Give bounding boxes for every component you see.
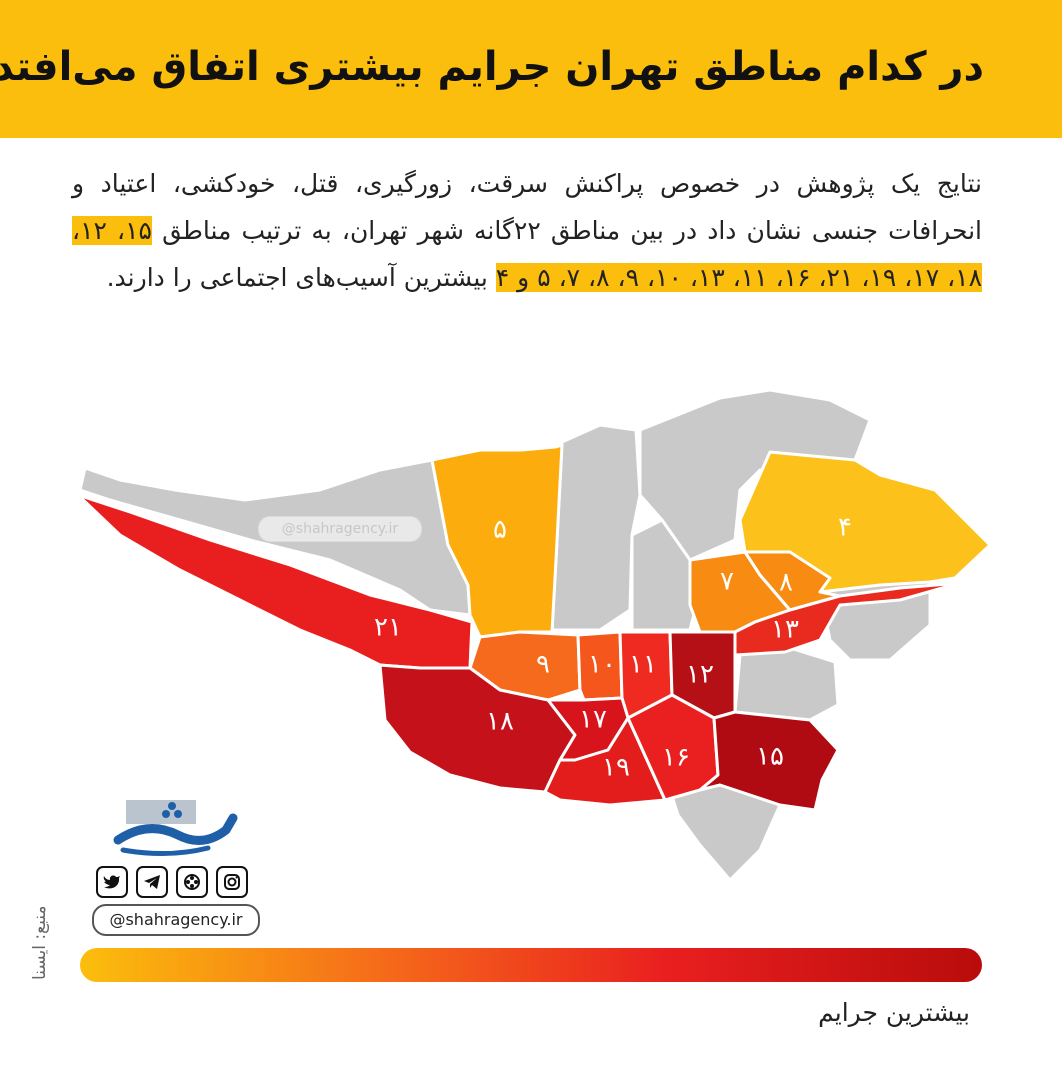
region-5 (430, 443, 564, 639)
label-7: ۷ (720, 567, 734, 597)
aparat-icon[interactable] (176, 866, 208, 898)
intro-text-start: نتایج یک پژوهش در خصوص پراکنش سرقت، زورگ… (72, 169, 983, 245)
label-8: ۸ (779, 568, 793, 598)
label-16: ۱۶ (662, 743, 690, 773)
title-banner: در کدام مناطق تهران جرایم بیشتری اتفاق م… (0, 0, 1062, 138)
shahr-logo-icon (113, 800, 238, 857)
twitter-icon[interactable] (96, 866, 128, 898)
label-5: ۵ (493, 515, 507, 545)
legend-gradient-bar (80, 948, 982, 982)
region-gray-n1 (550, 423, 642, 632)
label-15: ۱۵ (756, 742, 784, 772)
region-labels: ۲۱ ۵ ۴ ۷ ۸ ۱۳ ۹ ۱۰ ۱۱ ۱۲ ۱۸ ۱۷ ۱۹ ۱۶ ۱۵ (374, 513, 852, 783)
social-links (96, 866, 248, 898)
label-19: ۱۹ (602, 753, 630, 783)
region-15 (698, 710, 840, 812)
label-10: ۱۰ (588, 650, 616, 680)
label-17: ۱۷ (579, 705, 607, 735)
label-13: ۱۳ (771, 615, 799, 645)
source-credit: منبع: ایسنا (30, 905, 50, 980)
label-21: ۲۱ (374, 613, 402, 643)
region-gray-se (733, 646, 840, 722)
label-9: ۹ (536, 650, 550, 680)
page-title: در کدام مناطق تهران جرایم بیشتری اتفاق م… (0, 44, 984, 90)
telegram-icon[interactable] (136, 866, 168, 898)
label-11: ۱۱ (629, 650, 657, 680)
legend-label: بیشترین جرایم (818, 998, 970, 1027)
label-12: ۱۲ (686, 660, 714, 690)
agency-handle[interactable]: @shahragency.ir (92, 904, 260, 936)
label-18: ۱۸ (486, 707, 514, 737)
intro-text-end: بیشترین آسیب‌های اجتماعی را دارند. (106, 263, 496, 292)
region-8 (743, 550, 842, 612)
region-13 (733, 581, 962, 657)
instagram-icon[interactable] (216, 866, 248, 898)
intro-paragraph: نتایج یک پژوهش در خصوص پراکنش سرقت، زورگ… (72, 160, 982, 301)
label-4: ۴ (838, 513, 852, 543)
watermark: @shahragency.ir (258, 516, 422, 542)
